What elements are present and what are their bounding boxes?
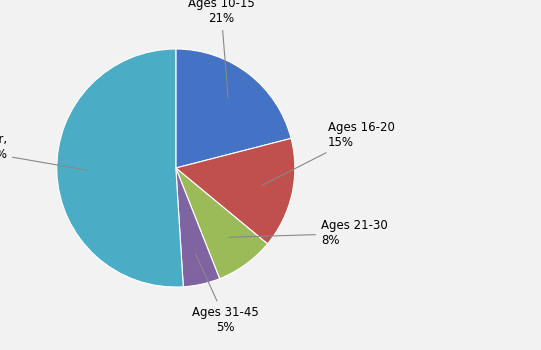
Text: Ages 10-15
21%: Ages 10-15 21% (188, 0, 254, 98)
Wedge shape (176, 168, 220, 287)
Text: Ages 16-20
15%: Ages 16-20 15% (262, 121, 395, 186)
Wedge shape (57, 49, 183, 287)
Text: Ages 21-30
8%: Ages 21-30 8% (229, 219, 388, 247)
Text: Ages 55 and older,
51%: Ages 55 and older, 51% (0, 133, 88, 170)
Wedge shape (176, 49, 291, 168)
Wedge shape (176, 138, 295, 244)
Wedge shape (176, 168, 268, 279)
Text: Ages 31-45
5%: Ages 31-45 5% (193, 254, 259, 334)
